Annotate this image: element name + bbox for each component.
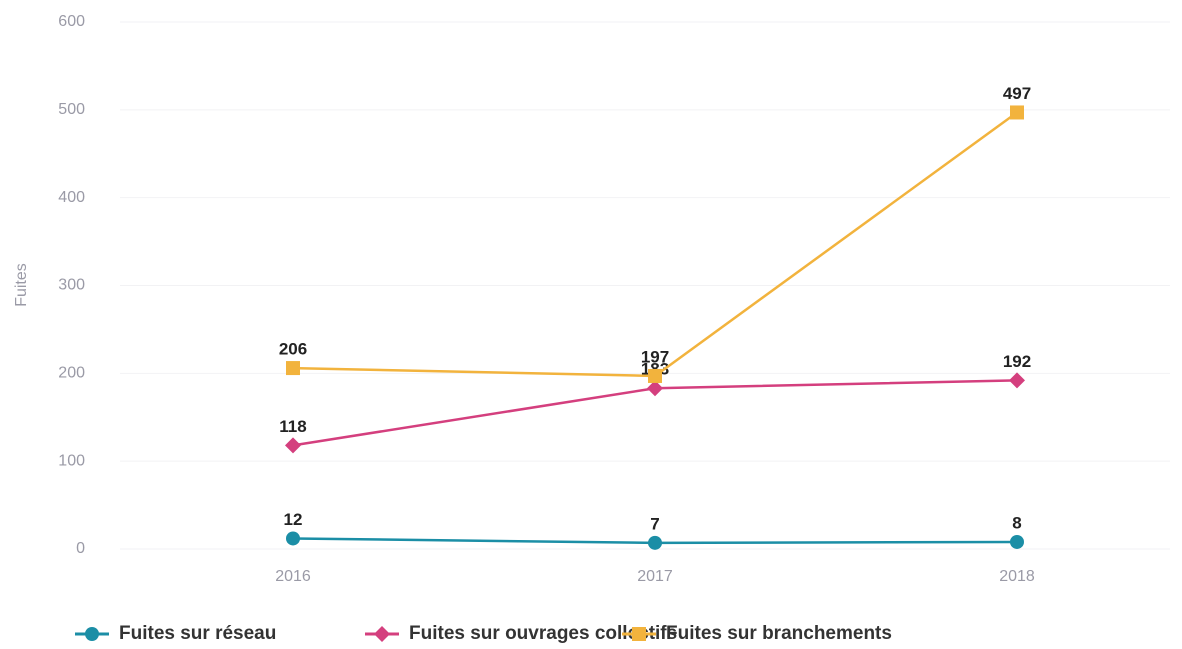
y-tick-label: 200	[58, 365, 85, 382]
series	[286, 531, 1024, 550]
data-label: 8	[1012, 513, 1021, 532]
marker	[648, 368, 662, 383]
x-tick-label: 2016	[275, 568, 311, 585]
y-tick-label: 0	[76, 540, 85, 557]
data-label: 118	[279, 417, 306, 436]
data-label: 497	[1003, 84, 1031, 103]
marker	[1010, 534, 1024, 549]
series	[286, 105, 1024, 383]
marker	[647, 380, 663, 397]
y-tick-label: 500	[58, 101, 85, 118]
data-label: 12	[284, 510, 303, 529]
legend-item: Fuites sur ouvrages collectifs	[365, 623, 677, 644]
marker	[1010, 105, 1024, 120]
marker	[285, 437, 301, 454]
data-label: 7	[650, 514, 659, 533]
line	[292, 111, 1018, 378]
data-label: 206	[279, 340, 307, 359]
marker	[1009, 372, 1025, 389]
y-tick-label: 300	[58, 277, 85, 294]
marker	[286, 361, 300, 376]
x-tick-label: 2017	[637, 568, 673, 585]
legend-label: Fuites sur ouvrages collectifs	[409, 623, 677, 644]
legend-label: Fuites sur branchements	[666, 623, 892, 644]
marker	[632, 627, 646, 641]
x-tick-label: 2018	[999, 568, 1035, 585]
legend-item: Fuites sur branchements	[622, 623, 892, 644]
data-label: 197	[641, 347, 669, 366]
marker	[648, 535, 662, 550]
y-tick-label: 100	[58, 452, 85, 469]
data-label: 192	[1003, 352, 1031, 371]
series	[285, 372, 1025, 454]
marker	[374, 626, 390, 642]
y-axis-label: Fuites	[13, 263, 30, 307]
marker	[286, 531, 300, 546]
marker	[85, 627, 99, 641]
y-tick-label: 400	[58, 189, 85, 206]
y-tick-label: 600	[58, 13, 85, 30]
legend-label: Fuites sur réseau	[119, 623, 276, 644]
legend-item: Fuites sur réseau	[75, 623, 276, 644]
